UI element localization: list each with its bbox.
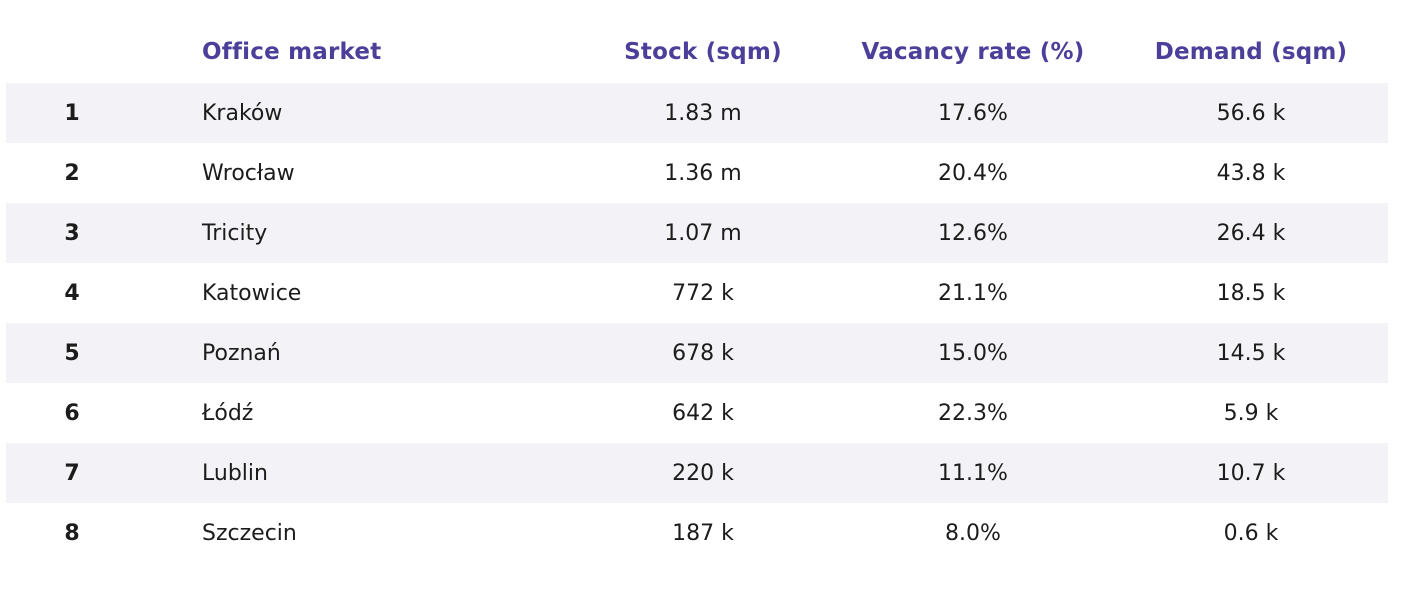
market-cell: Szczecin bbox=[202, 520, 297, 546]
header-office-market: Office market bbox=[202, 38, 382, 65]
market-cell: Katowice bbox=[202, 280, 302, 306]
demand-cell: 56.6 k bbox=[1216, 100, 1286, 126]
rank-cell: 7 bbox=[64, 460, 80, 486]
stock-cell: 642 k bbox=[672, 400, 734, 426]
demand-cell: 18.5 k bbox=[1216, 280, 1286, 306]
demand-cell: 5.9 k bbox=[1223, 400, 1279, 426]
table-header-row: Office market Stock (sqm) Vacancy rate (… bbox=[6, 20, 1388, 83]
table-row: 5 Poznań 678 k 15.0% 14.5 k bbox=[6, 323, 1388, 383]
market-cell: Tricity bbox=[202, 220, 268, 246]
rank-cell: 5 bbox=[64, 340, 80, 366]
rank-cell: 1 bbox=[64, 100, 80, 126]
demand-cell: 0.6 k bbox=[1223, 520, 1279, 546]
market-cell: Wrocław bbox=[202, 160, 295, 186]
rank-cell: 3 bbox=[64, 220, 80, 246]
header-demand: Demand (sqm) bbox=[1154, 38, 1348, 65]
stock-cell: 772 k bbox=[672, 280, 734, 306]
market-cell: Łódź bbox=[202, 400, 254, 426]
rank-cell: 2 bbox=[64, 160, 80, 186]
rank-cell: 6 bbox=[64, 400, 80, 426]
rank-cell: 8 bbox=[64, 520, 80, 546]
demand-cell: 10.7 k bbox=[1216, 460, 1286, 486]
vacancy-cell: 11.1% bbox=[938, 460, 1008, 486]
vacancy-cell: 8.0% bbox=[945, 520, 1001, 546]
vacancy-cell: 17.6% bbox=[938, 100, 1008, 126]
office-market-table: Office market Stock (sqm) Vacancy rate (… bbox=[6, 20, 1388, 563]
stock-cell: 220 k bbox=[672, 460, 734, 486]
table-row: 1 Kraków 1.83 m 17.6% 56.6 k bbox=[6, 83, 1388, 143]
vacancy-cell: 12.6% bbox=[938, 220, 1008, 246]
table-row: 8 Szczecin 187 k 8.0% 0.6 k bbox=[6, 503, 1388, 563]
stock-cell: 187 k bbox=[672, 520, 734, 546]
table-row: 4 Katowice 772 k 21.1% 18.5 k bbox=[6, 263, 1388, 323]
table-row: 2 Wrocław 1.36 m 20.4% 43.8 k bbox=[6, 143, 1388, 203]
stock-cell: 678 k bbox=[672, 340, 734, 366]
stock-cell: 1.36 m bbox=[664, 160, 742, 186]
table-row: 6 Łódź 642 k 22.3% 5.9 k bbox=[6, 383, 1388, 443]
table-row: 7 Lublin 220 k 11.1% 10.7 k bbox=[6, 443, 1388, 503]
header-rank bbox=[6, 20, 138, 83]
vacancy-cell: 21.1% bbox=[938, 280, 1008, 306]
header-vacancy-rate: Vacancy rate (%) bbox=[861, 38, 1085, 65]
market-cell: Lublin bbox=[202, 460, 268, 486]
rank-cell: 4 bbox=[64, 280, 80, 306]
market-cell: Poznań bbox=[202, 340, 281, 366]
demand-cell: 14.5 k bbox=[1216, 340, 1286, 366]
market-cell: Kraków bbox=[202, 100, 283, 126]
stock-cell: 1.83 m bbox=[664, 100, 742, 126]
header-stock: Stock (sqm) bbox=[624, 38, 782, 65]
demand-cell: 43.8 k bbox=[1216, 160, 1286, 186]
vacancy-cell: 15.0% bbox=[938, 340, 1008, 366]
vacancy-cell: 20.4% bbox=[938, 160, 1008, 186]
stock-cell: 1.07 m bbox=[664, 220, 742, 246]
table-row: 3 Tricity 1.07 m 12.6% 26.4 k bbox=[6, 203, 1388, 263]
vacancy-cell: 22.3% bbox=[938, 400, 1008, 426]
demand-cell: 26.4 k bbox=[1216, 220, 1286, 246]
